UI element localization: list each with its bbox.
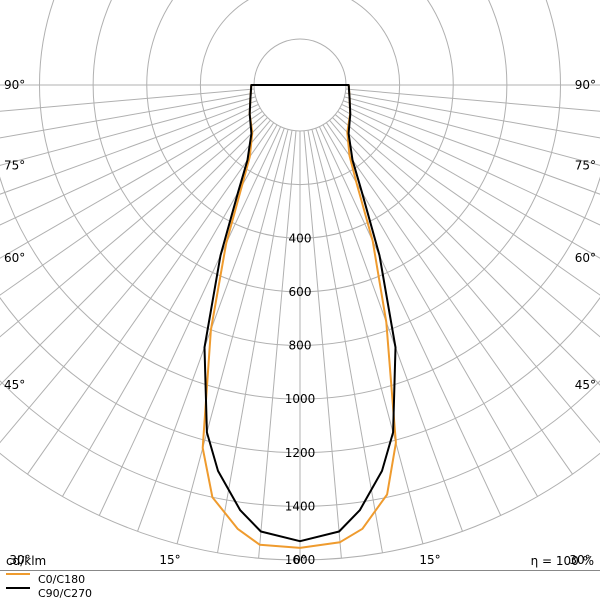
svg-text:600: 600 bbox=[289, 285, 312, 299]
legend: cd/klm η = 100 % C0/C180 C90/C270 bbox=[0, 570, 600, 601]
svg-text:1000: 1000 bbox=[285, 392, 316, 406]
series-0-label: C0/C180 bbox=[38, 573, 85, 586]
svg-text:1200: 1200 bbox=[285, 446, 316, 460]
polar-chart: 40060080010001200140016000°15°15°30°30°4… bbox=[0, 0, 600, 570]
svg-text:60°: 60° bbox=[575, 251, 596, 265]
svg-text:75°: 75° bbox=[4, 158, 25, 172]
svg-text:45°: 45° bbox=[575, 378, 596, 392]
unit-label-right: η = 100 % bbox=[531, 554, 594, 568]
svg-text:400: 400 bbox=[289, 231, 312, 245]
svg-text:90°: 90° bbox=[575, 78, 596, 92]
unit-label-left: cd/klm bbox=[6, 554, 46, 568]
svg-text:800: 800 bbox=[289, 339, 312, 353]
swatch-series-1 bbox=[6, 587, 30, 589]
svg-text:60°: 60° bbox=[4, 251, 25, 265]
svg-text:75°: 75° bbox=[575, 158, 596, 172]
series-1-label: C90/C270 bbox=[38, 587, 92, 600]
svg-text:15°: 15° bbox=[159, 553, 180, 567]
svg-text:45°: 45° bbox=[4, 378, 25, 392]
svg-text:1400: 1400 bbox=[285, 499, 316, 513]
svg-text:15°: 15° bbox=[419, 553, 440, 567]
svg-text:0°: 0° bbox=[293, 553, 307, 567]
swatch-series-0 bbox=[6, 573, 30, 575]
svg-text:90°: 90° bbox=[4, 78, 25, 92]
